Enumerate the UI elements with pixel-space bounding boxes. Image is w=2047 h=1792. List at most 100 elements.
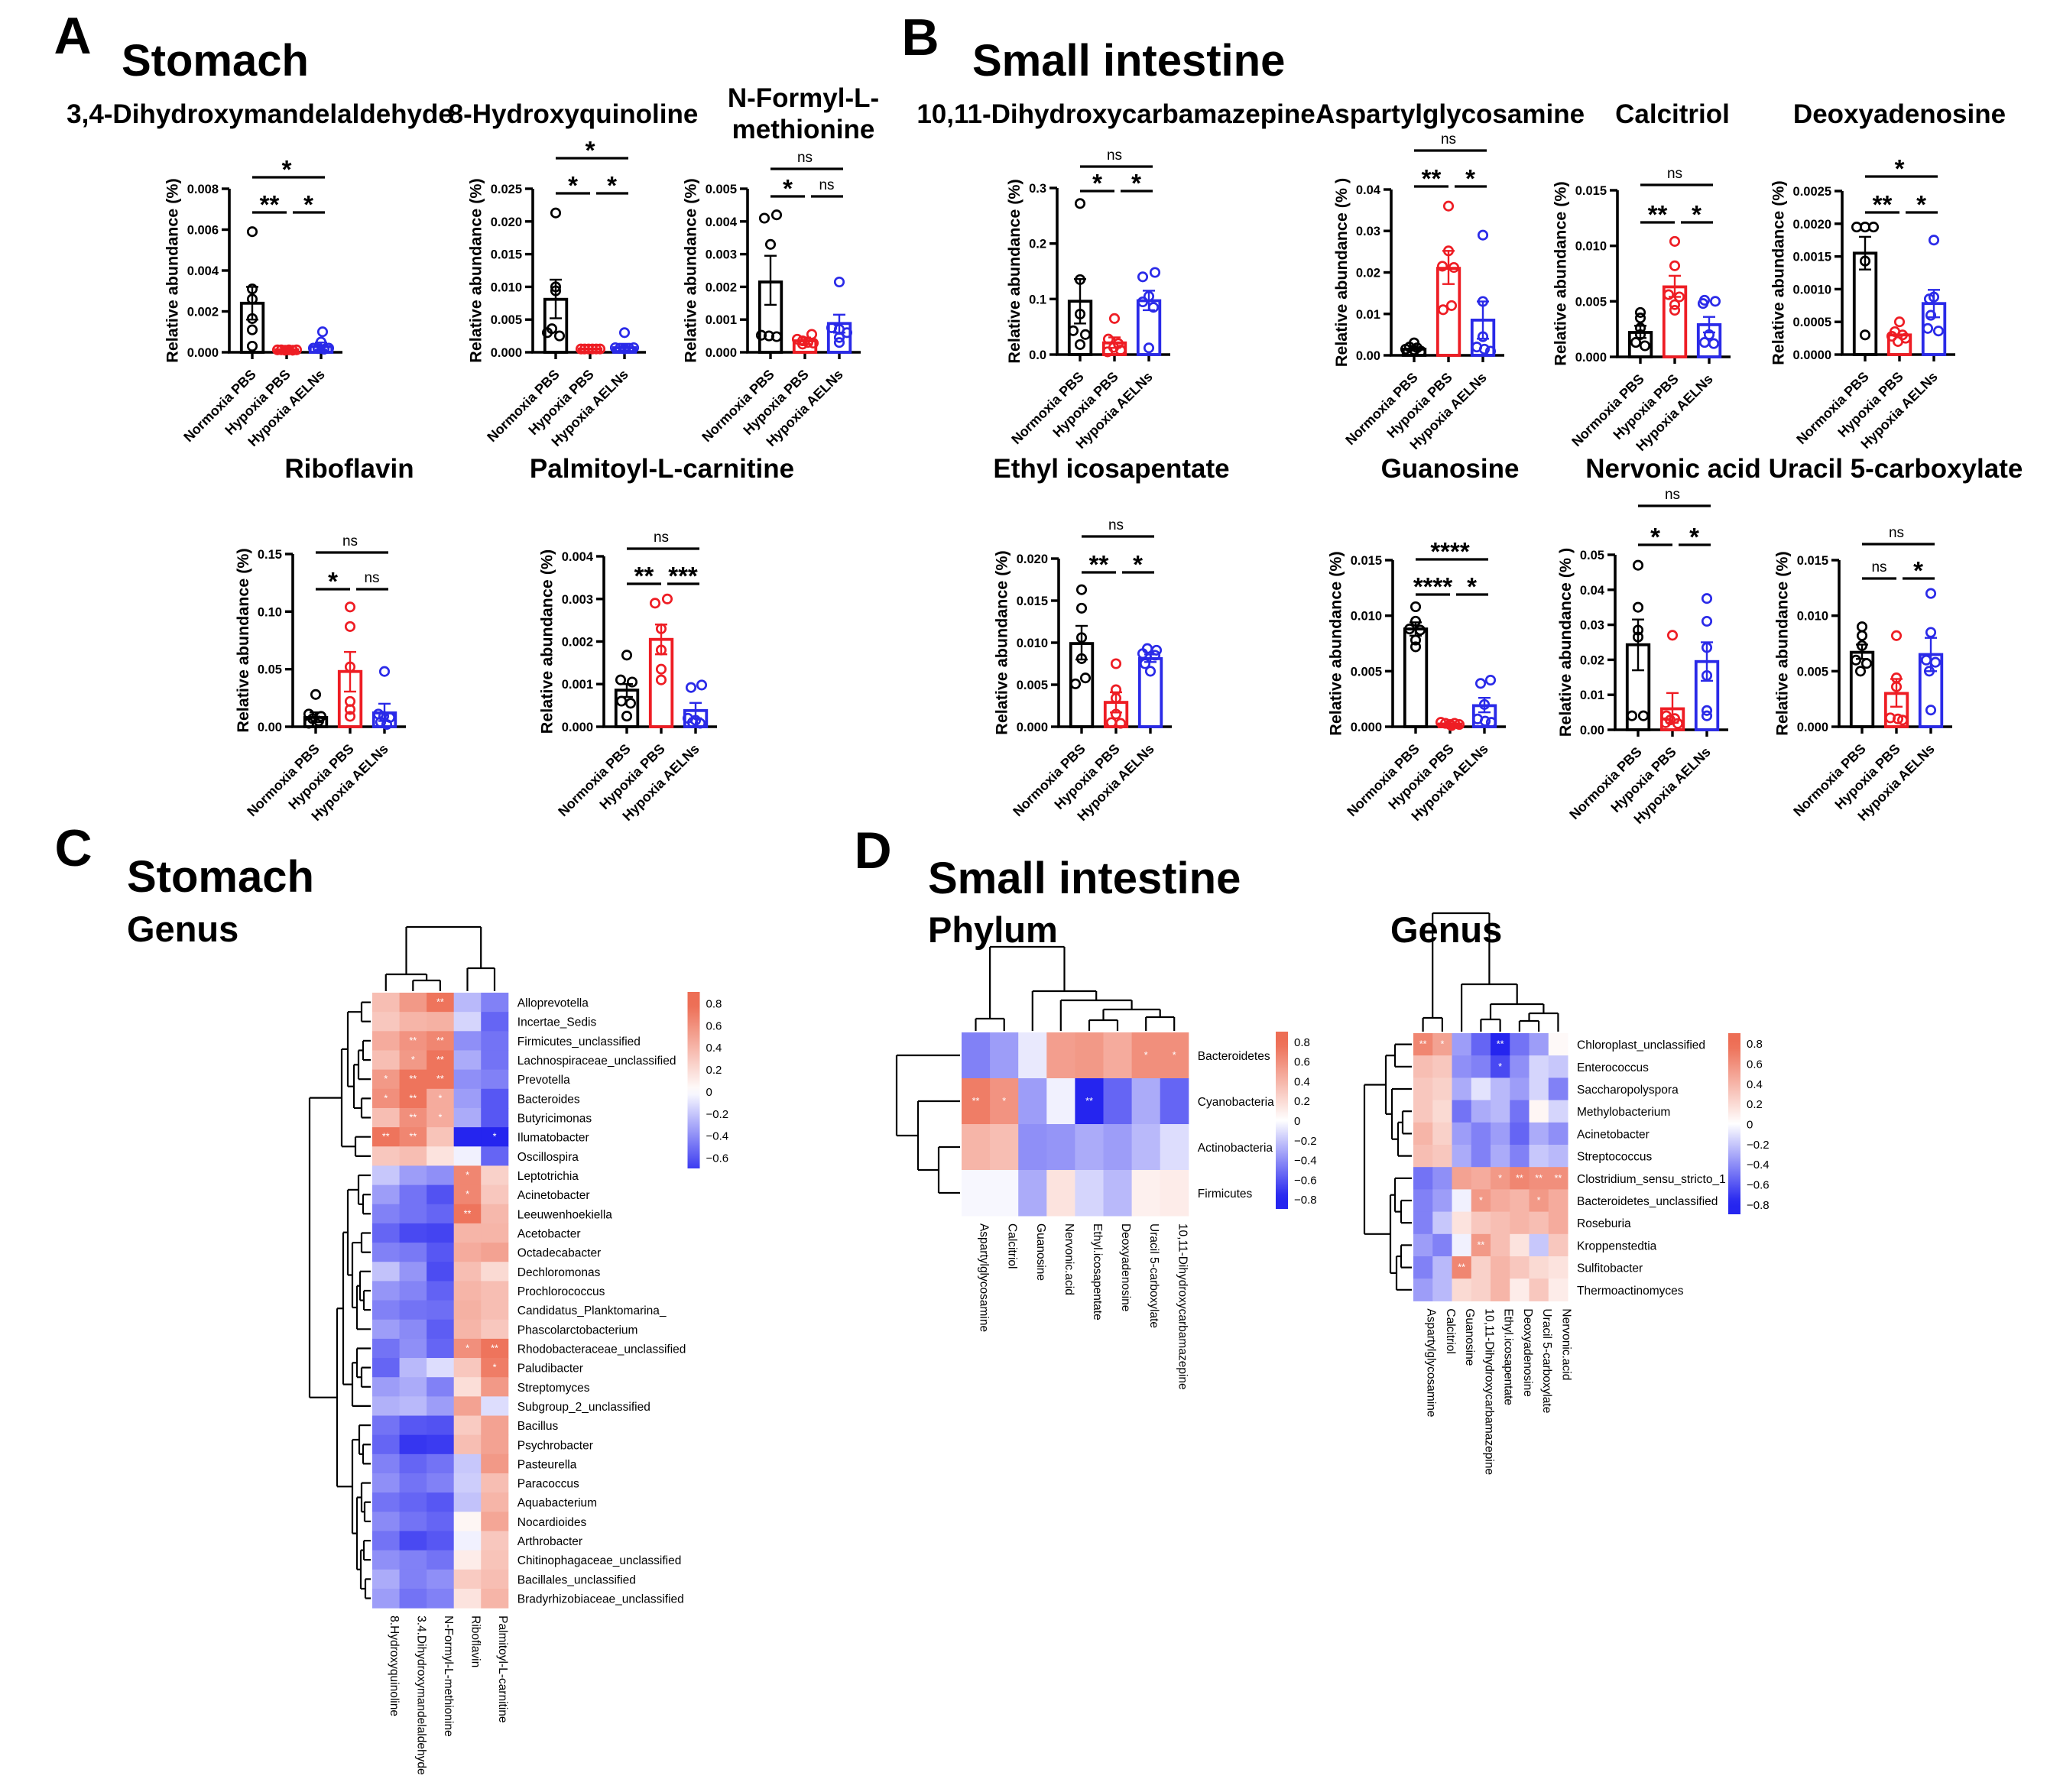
svg-text:*: *	[586, 136, 595, 164]
svg-text:methionine: methionine	[732, 115, 875, 144]
svg-text:Oscillospira: Oscillospira	[517, 1151, 579, 1164]
svg-text:*: *	[1173, 1050, 1176, 1061]
svg-text:0.005: 0.005	[491, 313, 522, 327]
svg-text:Uracil 5-carboxylate: Uracil 5-carboxylate	[1147, 1223, 1160, 1328]
svg-text:**: **	[436, 1074, 444, 1084]
svg-text:Acetobacter: Acetobacter	[517, 1228, 581, 1241]
svg-text:Aspartylglycosamine: Aspartylglycosamine	[1425, 1308, 1438, 1417]
svg-text:Palmitoyl-L-carnitine: Palmitoyl-L-carnitine	[496, 1615, 509, 1722]
svg-text:*: *	[1092, 169, 1102, 197]
svg-text:**: **	[409, 1035, 417, 1046]
svg-text:Ethyl.icosapentate: Ethyl.icosapentate	[1502, 1308, 1515, 1405]
svg-text:0.2: 0.2	[706, 1064, 722, 1077]
svg-text:Nocardioides: Nocardioides	[517, 1516, 587, 1529]
svg-text:0.6: 0.6	[706, 1019, 722, 1032]
svg-text:**: **	[1478, 1239, 1485, 1250]
svg-text:Methylobacterium: Methylobacterium	[1577, 1106, 1670, 1119]
svg-text:Saccharopolyspora: Saccharopolyspora	[1577, 1084, 1679, 1097]
svg-text:0.005: 0.005	[1797, 665, 1828, 679]
svg-text:Calcitriol: Calcitriol	[1006, 1223, 1019, 1269]
svg-text:*: *	[282, 155, 292, 183]
svg-text:Nervonic.acid: Nervonic.acid	[1559, 1308, 1572, 1380]
svg-text:0.005: 0.005	[706, 183, 737, 196]
svg-text:0.2: 0.2	[1747, 1098, 1763, 1111]
svg-text:−0.4: −0.4	[1294, 1155, 1317, 1168]
svg-text:**: **	[409, 1074, 417, 1084]
svg-text:Small intestine: Small intestine	[972, 36, 1285, 86]
svg-text:**: **	[1089, 550, 1109, 578]
svg-text:Kroppenstedtia: Kroppenstedtia	[1577, 1239, 1657, 1252]
svg-text:−0.4: −0.4	[1747, 1158, 1770, 1171]
svg-text:Riboflavin: Riboflavin	[469, 1615, 482, 1667]
svg-text:0.00: 0.00	[258, 721, 282, 734]
svg-text:0.010: 0.010	[1351, 610, 1382, 624]
svg-text:**: **	[409, 1093, 417, 1103]
svg-text:0.3: 0.3	[1029, 182, 1046, 196]
svg-text:*: *	[1465, 164, 1475, 193]
svg-text:Relative abundance (%): Relative abundance (%)	[1005, 179, 1024, 363]
svg-text:*: *	[1479, 1195, 1483, 1206]
svg-text:*: *	[1913, 556, 1923, 585]
svg-text:0.025: 0.025	[491, 183, 522, 196]
svg-text:0.02: 0.02	[1356, 267, 1380, 280]
svg-text:Relative abundance (%): Relative abundance (%)	[164, 178, 182, 362]
svg-text:*: *	[1144, 1050, 1148, 1061]
svg-text:ns: ns	[1667, 166, 1682, 182]
svg-text:Incertae_Sedis: Incertae_Sedis	[517, 1016, 597, 1029]
svg-text:**: **	[1873, 190, 1893, 219]
svg-text:Butyricimonas: Butyricimonas	[517, 1113, 592, 1126]
svg-text:Paracoccus: Paracoccus	[517, 1478, 579, 1491]
svg-text:**: **	[634, 562, 654, 590]
svg-text:Bacillus: Bacillus	[517, 1420, 559, 1433]
svg-text:0.0010: 0.0010	[1793, 283, 1831, 297]
svg-text:0.8: 0.8	[1294, 1036, 1310, 1049]
svg-text:0: 0	[1747, 1119, 1753, 1132]
svg-text:ns: ns	[797, 150, 813, 166]
svg-text:10,11-Dihydroxycarbamazepine: 10,11-Dihydroxycarbamazepine	[1176, 1223, 1189, 1390]
svg-text:Lachnospiraceae_unclassified: Lachnospiraceae_unclassified	[517, 1055, 676, 1068]
svg-text:Relative abundance (%): Relative abundance (%)	[234, 548, 252, 732]
svg-text:**: **	[436, 997, 444, 1008]
svg-text:Relative abundance (%): Relative abundance (%)	[1770, 180, 1788, 365]
svg-text:3,4-Dihydroxymandelaldehyde: 3,4-Dihydroxymandelaldehyde	[67, 99, 453, 129]
svg-text:Firmicutes_unclassified: Firmicutes_unclassified	[517, 1035, 641, 1048]
svg-text:0.000: 0.000	[562, 721, 593, 734]
svg-text:Cyanobacteria: Cyanobacteria	[1198, 1096, 1274, 1109]
svg-text:ns: ns	[1441, 131, 1456, 147]
svg-text:0.005: 0.005	[1575, 295, 1607, 309]
svg-text:Nervonic acid: Nervonic acid	[1585, 454, 1761, 484]
svg-text:Guanosine: Guanosine	[1381, 454, 1520, 484]
svg-text:*: *	[1537, 1195, 1541, 1206]
svg-text:**: **	[1516, 1173, 1523, 1184]
svg-text:0.008: 0.008	[187, 183, 219, 196]
svg-text:0.6: 0.6	[1747, 1058, 1763, 1071]
svg-text:0.05: 0.05	[258, 663, 282, 677]
svg-text:A: A	[54, 7, 91, 65]
svg-text:**: **	[972, 1096, 980, 1107]
svg-text:Candidatus_Planktomarina_: Candidatus_Planktomarina_	[517, 1304, 667, 1317]
svg-text:0.4: 0.4	[1294, 1075, 1310, 1088]
svg-text:0.1: 0.1	[1029, 293, 1046, 306]
svg-text:0.000: 0.000	[1017, 721, 1048, 734]
svg-text:*: *	[1133, 550, 1143, 578]
svg-text:*: *	[466, 1343, 469, 1354]
svg-text:ns: ns	[1871, 559, 1886, 575]
svg-text:**: **	[1555, 1173, 1562, 1184]
svg-text:Firmicutes: Firmicutes	[1198, 1188, 1253, 1201]
svg-text:Deoxyadenosine: Deoxyadenosine	[1793, 99, 2006, 129]
svg-text:Relative abundance (% ): Relative abundance (% )	[1332, 178, 1351, 367]
svg-text:0.00: 0.00	[1356, 349, 1380, 363]
svg-text:Subgroup_2_unclassified: Subgroup_2_unclassified	[517, 1401, 650, 1414]
svg-text:Roseburia: Roseburia	[1577, 1217, 1631, 1230]
svg-text:−0.6: −0.6	[1747, 1179, 1770, 1192]
svg-text:Streptomyces: Streptomyces	[517, 1382, 590, 1395]
svg-text:0.02: 0.02	[1580, 653, 1604, 667]
svg-text:Ethyl.icosapentate: Ethyl.icosapentate	[1091, 1223, 1104, 1321]
svg-text:*: *	[1650, 523, 1660, 551]
svg-text:*: *	[1692, 200, 1702, 228]
svg-text:0.10: 0.10	[258, 605, 282, 619]
svg-text:Actinobacteria: Actinobacteria	[1198, 1142, 1273, 1155]
svg-text:Relative abundance (% ): Relative abundance (% )	[1556, 548, 1575, 737]
svg-text:−0.4: −0.4	[706, 1130, 729, 1143]
svg-text:Rhodobacteraceae_unclassified: Rhodobacteraceae_unclassified	[517, 1343, 686, 1356]
